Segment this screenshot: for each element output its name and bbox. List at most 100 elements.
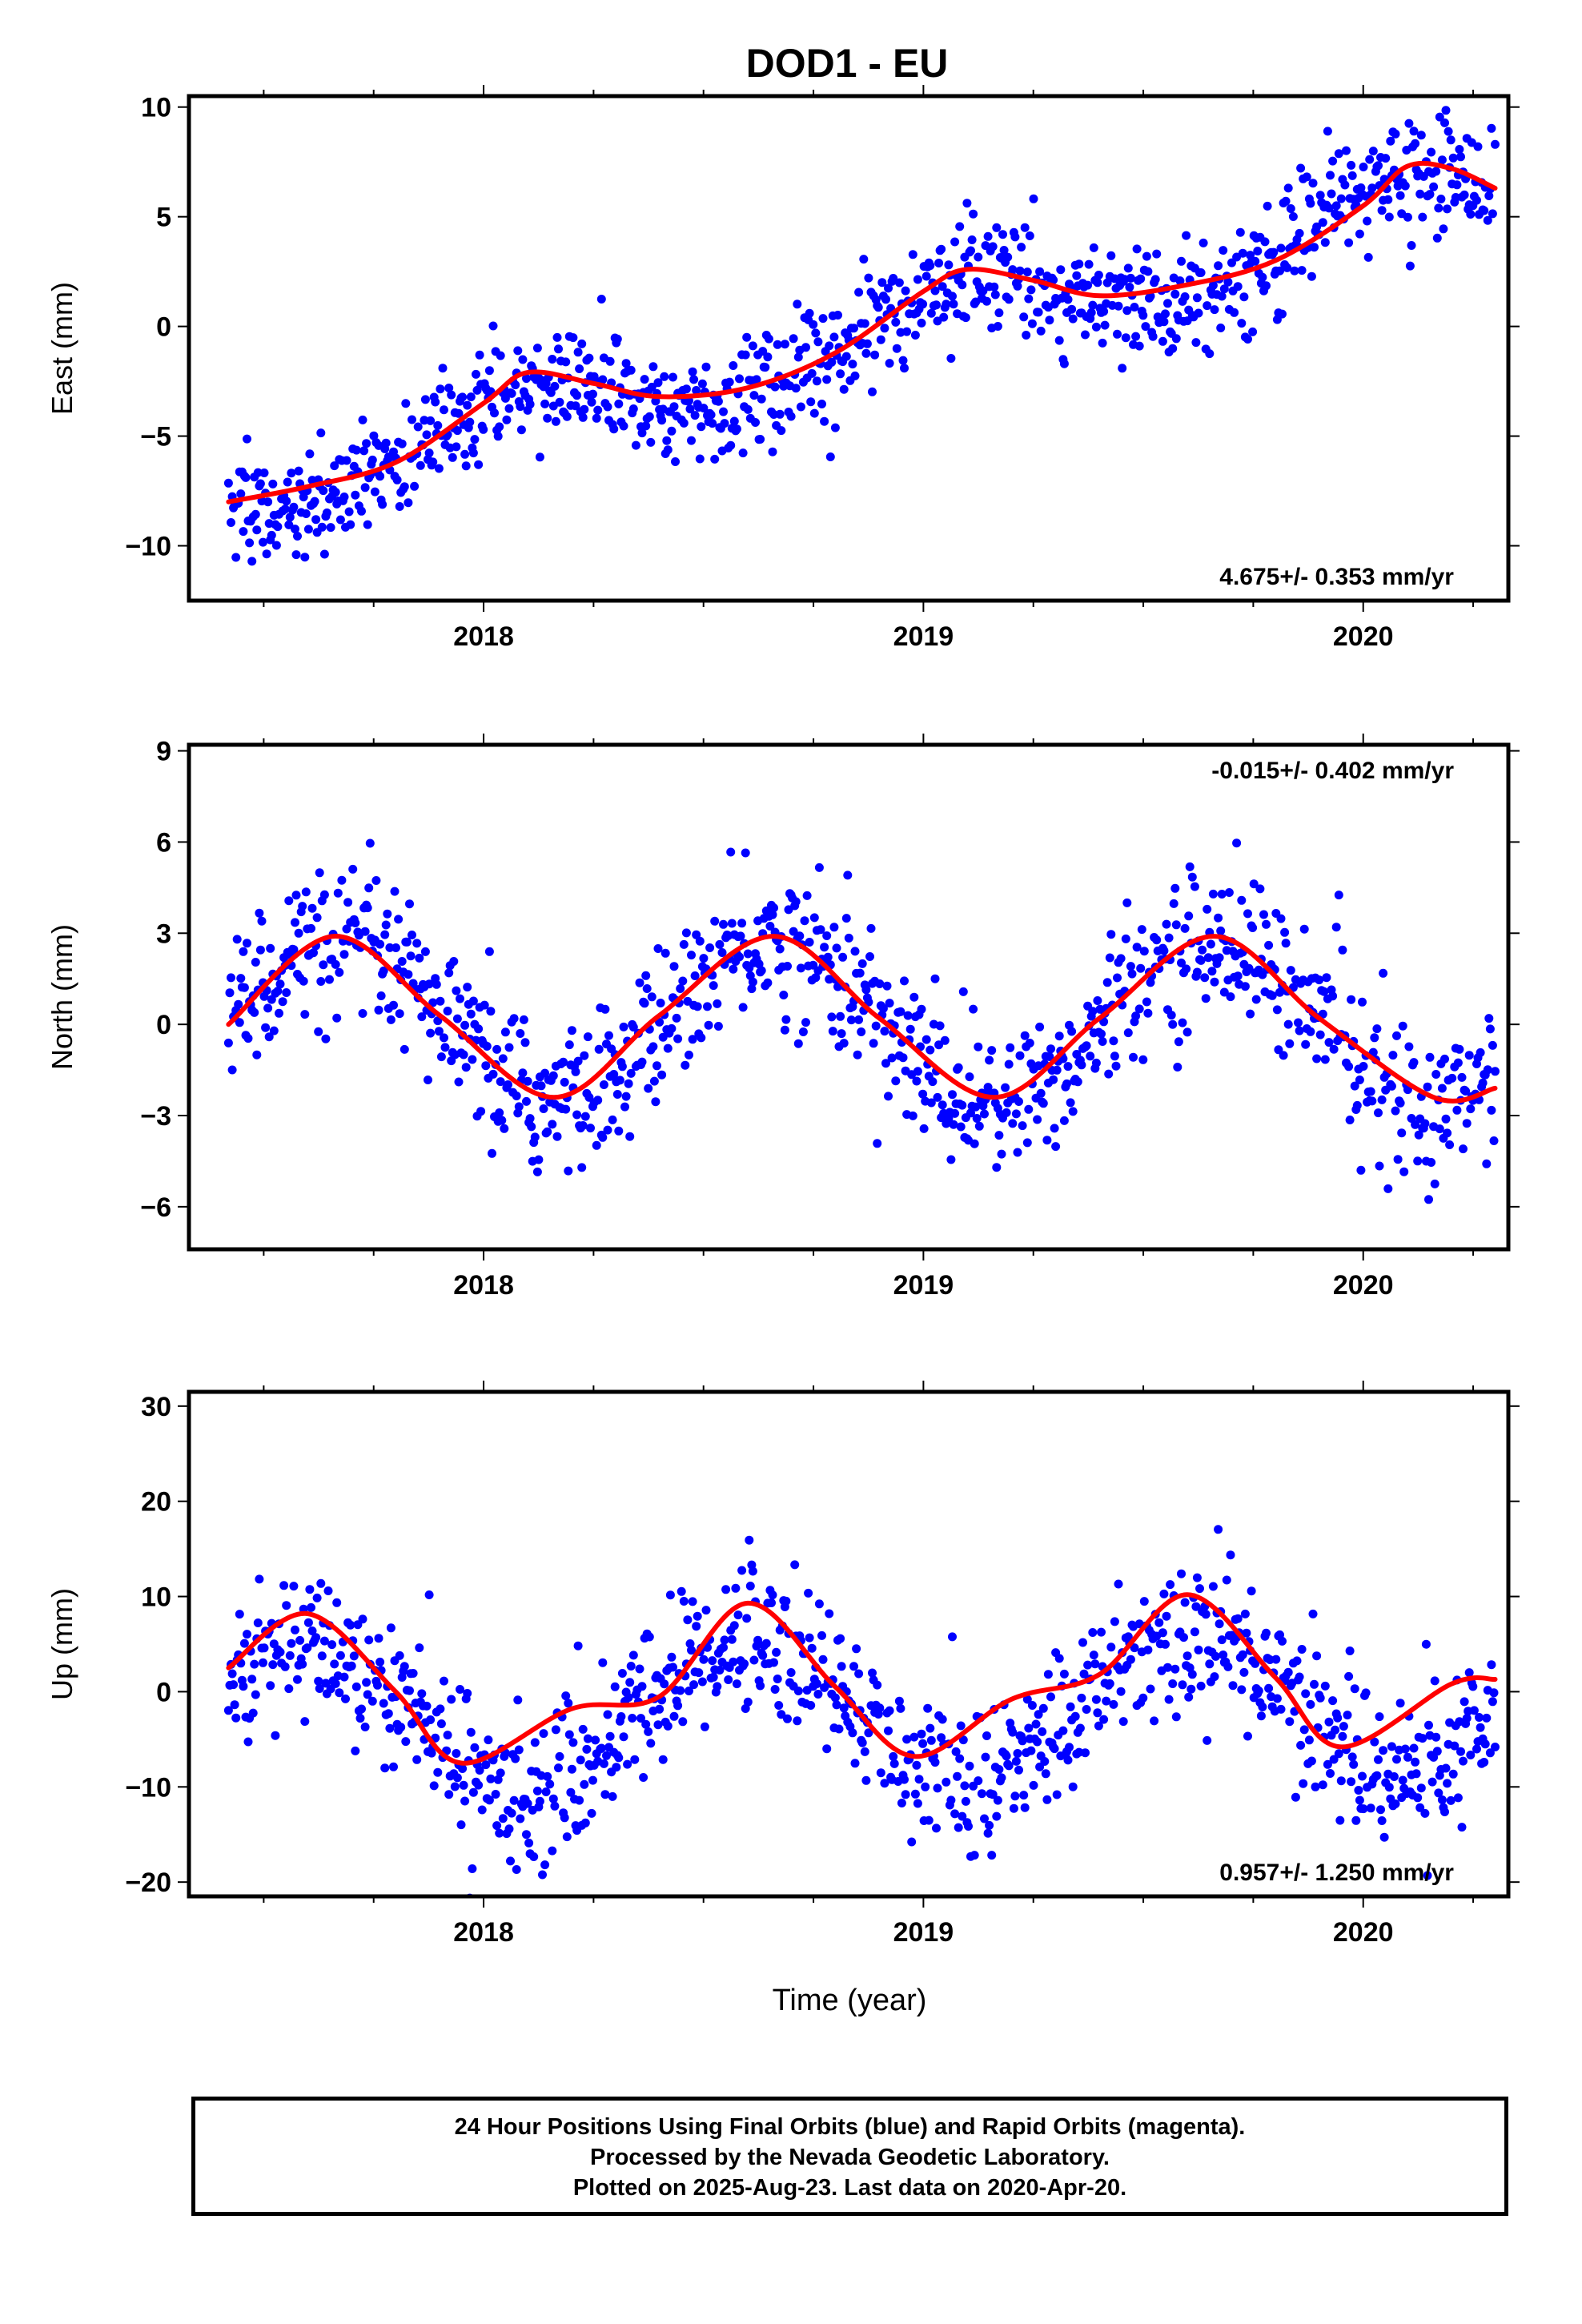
data-point <box>580 1818 590 1827</box>
data-point <box>882 981 892 991</box>
data-point <box>1484 1014 1494 1023</box>
data-point <box>1491 139 1500 149</box>
data-point <box>346 520 355 529</box>
data-point <box>1158 336 1167 346</box>
data-point <box>522 1830 531 1839</box>
data-point <box>1355 1076 1364 1084</box>
data-point <box>1437 155 1447 165</box>
data-point <box>436 1704 445 1714</box>
data-point <box>671 457 680 466</box>
y-tick-label: 6 <box>156 827 171 858</box>
data-point <box>551 416 560 426</box>
data-point <box>1242 1628 1251 1638</box>
data-point <box>665 1590 675 1600</box>
data-point <box>825 341 834 351</box>
data-point <box>532 344 542 353</box>
data-point <box>614 1126 624 1136</box>
data-point <box>742 1614 752 1623</box>
data-point <box>412 939 422 948</box>
data-point <box>1279 1051 1288 1060</box>
data-point <box>1329 1755 1339 1764</box>
data-point <box>580 404 589 414</box>
data-point <box>1480 1739 1490 1749</box>
data-point <box>1113 329 1122 339</box>
data-point <box>339 493 349 501</box>
data-point <box>301 509 311 518</box>
data-point <box>1251 256 1260 266</box>
data-point <box>1008 265 1018 275</box>
data-point <box>247 1675 257 1684</box>
data-point <box>1201 994 1211 1003</box>
data-point <box>1148 332 1158 341</box>
data-point <box>1152 935 1162 945</box>
data-point <box>1194 1645 1203 1655</box>
data-point <box>298 1659 307 1669</box>
data-point <box>404 498 413 508</box>
data-point <box>1091 1695 1101 1704</box>
data-point <box>747 984 757 994</box>
data-point <box>1447 1073 1457 1083</box>
data-point <box>889 1751 898 1761</box>
data-point <box>496 1768 505 1778</box>
data-point <box>1487 1105 1496 1115</box>
data-point <box>725 377 734 387</box>
data-point <box>1297 1645 1307 1654</box>
data-point <box>509 1014 519 1023</box>
data-point <box>753 1635 763 1645</box>
data-point <box>561 357 571 367</box>
data-point <box>1150 1716 1159 1726</box>
data-point <box>1411 1757 1420 1767</box>
data-point <box>1475 1713 1484 1722</box>
data-point <box>1462 1714 1472 1723</box>
data-point <box>1331 1725 1340 1735</box>
data-point <box>1217 890 1227 899</box>
data-point <box>576 1755 585 1765</box>
data-point <box>889 1759 899 1768</box>
data-point <box>332 1013 342 1023</box>
data-point <box>793 300 802 309</box>
data-point <box>948 1632 957 1642</box>
data-point <box>1473 142 1483 151</box>
data-point <box>727 919 737 928</box>
data-point <box>1306 1027 1315 1036</box>
data-point <box>1216 926 1226 935</box>
data-point <box>343 898 353 907</box>
data-point <box>748 1566 757 1576</box>
data-point <box>970 1851 979 1860</box>
data-point <box>280 505 290 514</box>
data-point <box>1338 1731 1347 1741</box>
data-point <box>475 350 484 360</box>
data-point <box>1485 1748 1495 1758</box>
data-point <box>626 1068 636 1078</box>
data-point <box>367 455 377 464</box>
data-point <box>1425 1052 1435 1062</box>
data-point <box>1340 180 1350 190</box>
data-point <box>580 1779 589 1789</box>
data-point <box>316 977 326 986</box>
data-point <box>961 313 970 323</box>
data-point <box>1374 1108 1383 1118</box>
data-point <box>424 1076 432 1084</box>
data-point <box>653 944 663 953</box>
data-point <box>312 1593 322 1602</box>
data-point <box>291 525 299 534</box>
data-point <box>1324 203 1334 213</box>
data-point <box>1391 1799 1400 1808</box>
data-point <box>956 1721 966 1731</box>
data-point <box>234 999 243 1009</box>
data-point <box>255 479 265 489</box>
data-point <box>1453 1793 1463 1803</box>
data-point <box>669 402 679 412</box>
data-point <box>1205 349 1215 359</box>
data-point <box>342 456 351 465</box>
data-point <box>813 1690 823 1699</box>
data-point <box>1256 1711 1266 1721</box>
data-point <box>223 1706 233 1715</box>
data-point <box>987 1046 997 1055</box>
plot-frame-east <box>187 94 1511 603</box>
data-point <box>1292 1656 1302 1666</box>
data-point <box>1130 303 1139 312</box>
data-point <box>598 375 608 384</box>
data-point <box>1281 196 1291 206</box>
